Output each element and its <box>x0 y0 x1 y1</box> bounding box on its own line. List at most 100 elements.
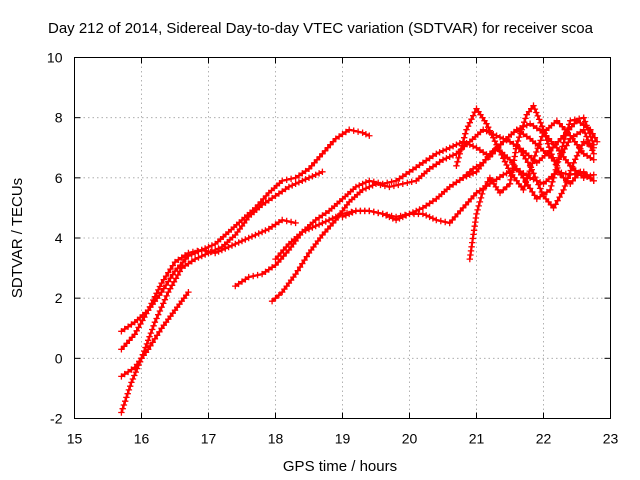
data-point-marker <box>151 319 159 326</box>
data-point-marker <box>268 264 276 271</box>
data-point-marker <box>279 216 286 224</box>
data-point-marker <box>449 152 457 159</box>
data-point-marker <box>315 221 323 228</box>
data-point-marker <box>521 119 528 126</box>
data-point-marker <box>225 243 232 251</box>
data-point-marker <box>299 177 306 184</box>
data-point-marker <box>396 175 403 182</box>
data-point-marker <box>195 254 202 261</box>
data-point-marker <box>496 173 504 181</box>
data-point-marker <box>395 181 402 189</box>
data-point-marker <box>493 132 500 139</box>
data-point-marker <box>396 215 403 222</box>
data-point-marker <box>549 154 557 161</box>
data-point-marker <box>530 102 537 109</box>
data-point-marker <box>149 339 156 346</box>
data-point-marker <box>526 162 534 169</box>
data-point-marker <box>488 131 495 138</box>
data-point-marker <box>552 201 559 208</box>
data-point-marker <box>232 282 239 290</box>
data-point-marker <box>493 176 500 183</box>
data-point-marker <box>258 228 266 236</box>
data-point-marker <box>390 182 398 190</box>
data-point-marker <box>413 164 420 171</box>
data-point-marker <box>242 236 249 243</box>
data-point-marker <box>508 172 515 180</box>
data-point-marker <box>500 155 507 162</box>
data-point-marker <box>132 368 139 376</box>
data-point-marker <box>540 126 547 133</box>
data-point-marker <box>469 165 477 172</box>
data-point-marker <box>335 212 343 219</box>
data-point-marker <box>325 216 333 224</box>
data-point-marker <box>490 134 497 141</box>
data-point-marker <box>503 183 510 191</box>
data-point-marker <box>536 185 544 192</box>
data-point-marker <box>149 326 156 333</box>
data-point-marker <box>305 174 313 181</box>
data-point-marker <box>319 219 326 227</box>
data-point-marker <box>508 168 516 176</box>
data-point-marker <box>526 185 534 192</box>
data-point-marker <box>265 266 272 273</box>
data-point-marker <box>125 386 133 394</box>
data-point-marker <box>268 298 276 305</box>
data-point-marker <box>557 171 564 178</box>
data-point-marker <box>198 246 205 254</box>
data-point-marker <box>446 183 453 191</box>
data-point-marker <box>480 149 487 156</box>
data-point-marker <box>500 171 507 178</box>
data-point-marker <box>549 178 556 185</box>
data-point-marker <box>362 179 370 186</box>
data-point-marker <box>531 105 539 113</box>
data-point-marker <box>254 271 261 279</box>
data-point-marker <box>268 194 276 202</box>
data-point-marker <box>577 119 584 127</box>
data-point-marker <box>558 146 565 154</box>
data-point-marker <box>556 193 563 201</box>
data-point-marker <box>560 186 567 194</box>
x-tick-label: 23 <box>603 431 619 447</box>
data-point-marker <box>473 210 480 218</box>
data-point-marker <box>133 327 140 334</box>
data-point-marker <box>185 249 192 257</box>
data-point-marker <box>538 188 545 196</box>
data-point-marker <box>181 262 189 269</box>
data-point-marker <box>131 331 138 338</box>
data-point-marker <box>121 325 128 333</box>
data-point-marker <box>153 290 160 297</box>
data-point-marker <box>322 210 329 217</box>
data-point-marker <box>583 140 591 147</box>
data-point-marker <box>287 218 295 226</box>
data-point-marker <box>573 131 581 138</box>
data-point-marker <box>561 135 568 143</box>
data-point-marker <box>406 210 413 218</box>
series-track-3 <box>118 126 373 353</box>
data-point-marker <box>429 215 437 222</box>
data-point-marker <box>381 182 389 190</box>
data-point-marker <box>118 409 125 416</box>
data-point-marker <box>169 262 176 269</box>
series-track-4 <box>118 288 192 380</box>
data-point-marker <box>533 177 540 184</box>
data-point-marker <box>158 279 165 287</box>
data-point-marker <box>457 146 465 153</box>
data-point-marker <box>160 285 167 292</box>
data-point-marker <box>419 204 427 212</box>
data-point-marker <box>463 171 470 178</box>
data-point-marker <box>359 186 366 194</box>
data-point-marker <box>409 209 417 216</box>
data-point-marker <box>151 293 159 300</box>
data-point-marker <box>299 170 306 177</box>
data-point-marker <box>178 254 185 261</box>
data-point-marker <box>349 209 356 216</box>
data-point-marker <box>518 148 525 155</box>
data-point-marker <box>564 175 572 182</box>
data-point-marker <box>279 188 286 195</box>
data-point-marker <box>228 242 236 249</box>
data-point-marker <box>155 286 162 294</box>
data-point-marker <box>392 177 400 184</box>
data-point-marker <box>248 233 256 240</box>
chart-title: Day 212 of 2014, Sidereal Day-to-day VTE… <box>48 20 594 37</box>
data-point-marker <box>172 275 180 282</box>
